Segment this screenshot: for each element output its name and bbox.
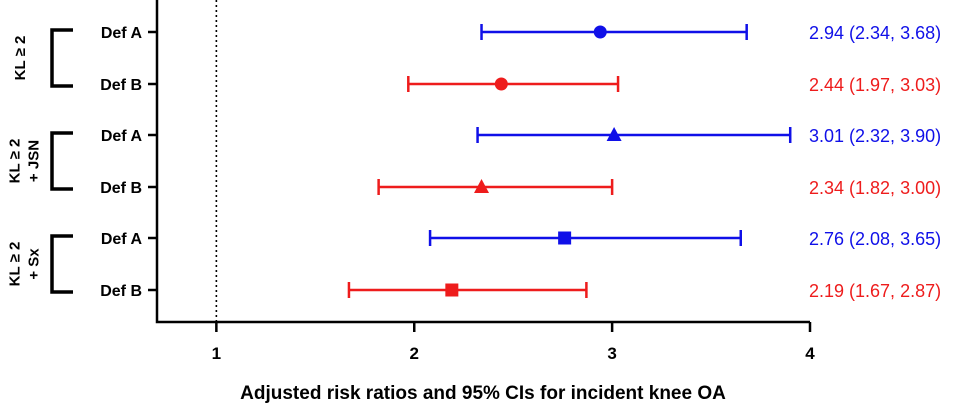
forest-row: Def A 2.76 (2.08, 3.65) <box>101 229 941 249</box>
estimate-annotation: 2.76 (2.08, 3.65) <box>809 229 941 249</box>
row-label: Def A <box>101 231 143 248</box>
group-bracket: KL ≥ 2 + JSN <box>7 131 73 191</box>
point-estimate-triangle <box>474 179 490 193</box>
forest-row: Def B 2.44 (1.97, 3.03) <box>100 75 941 95</box>
group-bracket: KL ≥ 2 + Sx <box>7 234 73 294</box>
forest-row: Def B 2.19 (1.67, 2.87) <box>100 281 941 301</box>
axis-frame <box>155 0 810 324</box>
point-estimate-circle <box>593 25 607 39</box>
x-tick-label: 1 <box>212 344 221 363</box>
x-tick-label: 2 <box>410 344 419 363</box>
row-label: Def B <box>100 283 142 300</box>
estimate-annotation: 2.44 (1.97, 3.03) <box>809 75 941 95</box>
x-axis-title: Adjusted risk ratios and 95% CIs for inc… <box>240 383 726 404</box>
point-estimate-triangle <box>606 127 622 141</box>
group-label: KL ≥ 2 <box>7 139 24 184</box>
group-label: + JSN <box>26 140 43 182</box>
bracket-line <box>50 131 73 191</box>
point-estimate-square <box>558 231 572 245</box>
point-estimate-square <box>445 283 459 297</box>
row-label: Def B <box>100 180 142 197</box>
group-label: KL ≥ 2 <box>7 242 24 287</box>
point-estimate-circle <box>494 77 508 91</box>
bracket-line <box>50 234 73 294</box>
axes: 1 2 3 4 <box>155 0 815 363</box>
row-label: Def A <box>101 25 143 42</box>
group-label: + Sx <box>26 248 43 280</box>
row-label: Def A <box>101 128 143 145</box>
row-label: Def B <box>100 77 142 94</box>
rows: Def A 2.94 (2.34, 3.68) Def B 2.44 (1.97, 3… <box>100 23 941 301</box>
forest-row: Def A 3.01 (2.32, 3.90) <box>101 126 941 146</box>
estimate-annotation: 3.01 (2.32, 3.90) <box>809 126 941 146</box>
forest-row: Def B 2.34 (1.82, 3.00) <box>100 178 941 198</box>
group-label: KL ≥ 2 <box>12 36 29 81</box>
group-bracket: KL ≥ 2 <box>12 28 73 88</box>
bracket-line <box>50 28 73 88</box>
estimate-annotation: 2.19 (1.67, 2.87) <box>809 281 941 301</box>
estimate-annotation: 2.34 (1.82, 3.00) <box>809 178 941 198</box>
estimate-annotation: 2.94 (2.34, 3.68) <box>809 23 941 43</box>
forest-row: Def A 2.94 (2.34, 3.68) <box>101 23 941 43</box>
x-tick-label: 4 <box>805 344 815 363</box>
x-tick-label: 3 <box>607 344 616 363</box>
